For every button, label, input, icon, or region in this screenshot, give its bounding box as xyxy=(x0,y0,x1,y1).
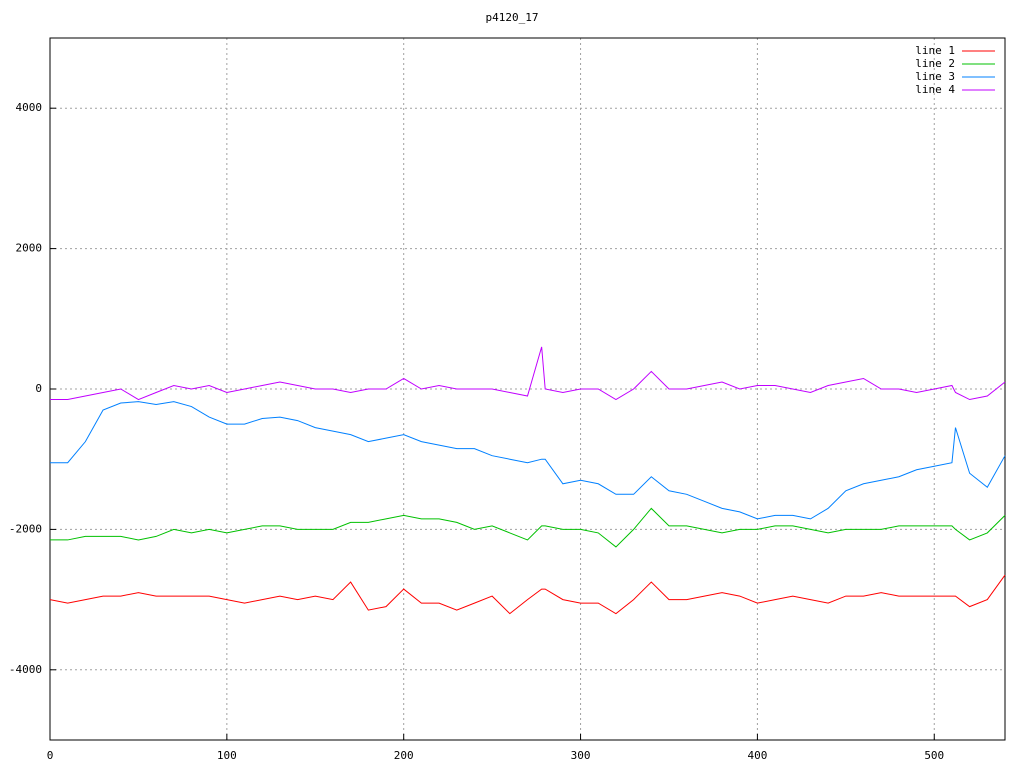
legend-label: line 4 xyxy=(915,83,955,96)
chart-title: p4120_17 xyxy=(486,11,539,24)
x-tick-label: 0 xyxy=(47,749,54,762)
y-tick-label: 0 xyxy=(35,382,42,395)
y-tick-label: 4000 xyxy=(16,101,43,114)
y-tick-label: 2000 xyxy=(16,242,43,255)
series-line xyxy=(50,401,1006,520)
legend-label: line 3 xyxy=(915,70,955,83)
x-tick-label: 200 xyxy=(394,749,414,762)
series-line xyxy=(50,346,1006,401)
legend-label: line 1 xyxy=(915,44,955,57)
x-tick-label: 100 xyxy=(217,749,237,762)
x-tick-label: 400 xyxy=(747,749,767,762)
series-line xyxy=(49,574,1006,615)
x-tick-label: 300 xyxy=(571,749,591,762)
plot-border xyxy=(49,37,1006,741)
y-tick-label: -4000 xyxy=(9,663,42,676)
y-tick-label: -2000 xyxy=(9,522,42,535)
x-tick-label: 500 xyxy=(924,749,944,762)
series-line xyxy=(50,507,1006,548)
legend-label: line 2 xyxy=(915,57,955,70)
